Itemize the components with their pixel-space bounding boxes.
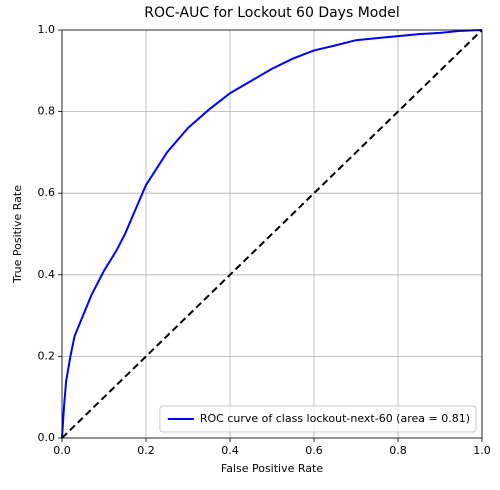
x-tick-label: 0.2 bbox=[137, 444, 155, 457]
x-tick-label: 0.6 bbox=[305, 444, 323, 457]
legend-box bbox=[159, 405, 477, 433]
y-tick-label: 0.6 bbox=[38, 186, 56, 199]
y-tick-label: 1.0 bbox=[38, 23, 56, 36]
series-line bbox=[61, 29, 483, 439]
x-axis-label: False Positive Rate bbox=[221, 462, 323, 475]
x-tick-label: 0.4 bbox=[221, 444, 239, 457]
x-tick-label: 0.0 bbox=[53, 444, 71, 457]
plot-frame bbox=[61, 29, 483, 439]
y-tick-label: 0.0 bbox=[38, 431, 56, 444]
chart-title: ROC-AUC for Lockout 60 Days Model bbox=[144, 5, 400, 21]
legend-label: ROC curve of class lockout-next-60 (area… bbox=[200, 412, 470, 425]
x-tick-label: 1.0 bbox=[473, 444, 491, 457]
y-tick-label: 0.2 bbox=[38, 349, 56, 362]
legend: ROC curve of class lockout-next-60 (area… bbox=[159, 405, 477, 433]
y-tick-label: 0.4 bbox=[38, 268, 56, 281]
x-tick-label: 0.8 bbox=[389, 444, 407, 457]
y-tick-label: 0.8 bbox=[38, 105, 56, 118]
y-axis-label: True Positive Rate bbox=[11, 185, 24, 284]
series-line bbox=[61, 29, 483, 439]
